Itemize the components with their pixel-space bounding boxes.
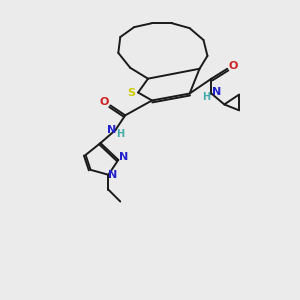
Text: S: S	[127, 88, 135, 98]
Text: N: N	[212, 86, 221, 97]
Text: H: H	[202, 92, 211, 103]
Text: N: N	[118, 152, 128, 162]
Text: N: N	[107, 125, 116, 135]
Text: O: O	[100, 98, 109, 107]
Text: H: H	[116, 129, 124, 139]
Text: N: N	[108, 170, 117, 180]
Text: O: O	[229, 61, 238, 71]
